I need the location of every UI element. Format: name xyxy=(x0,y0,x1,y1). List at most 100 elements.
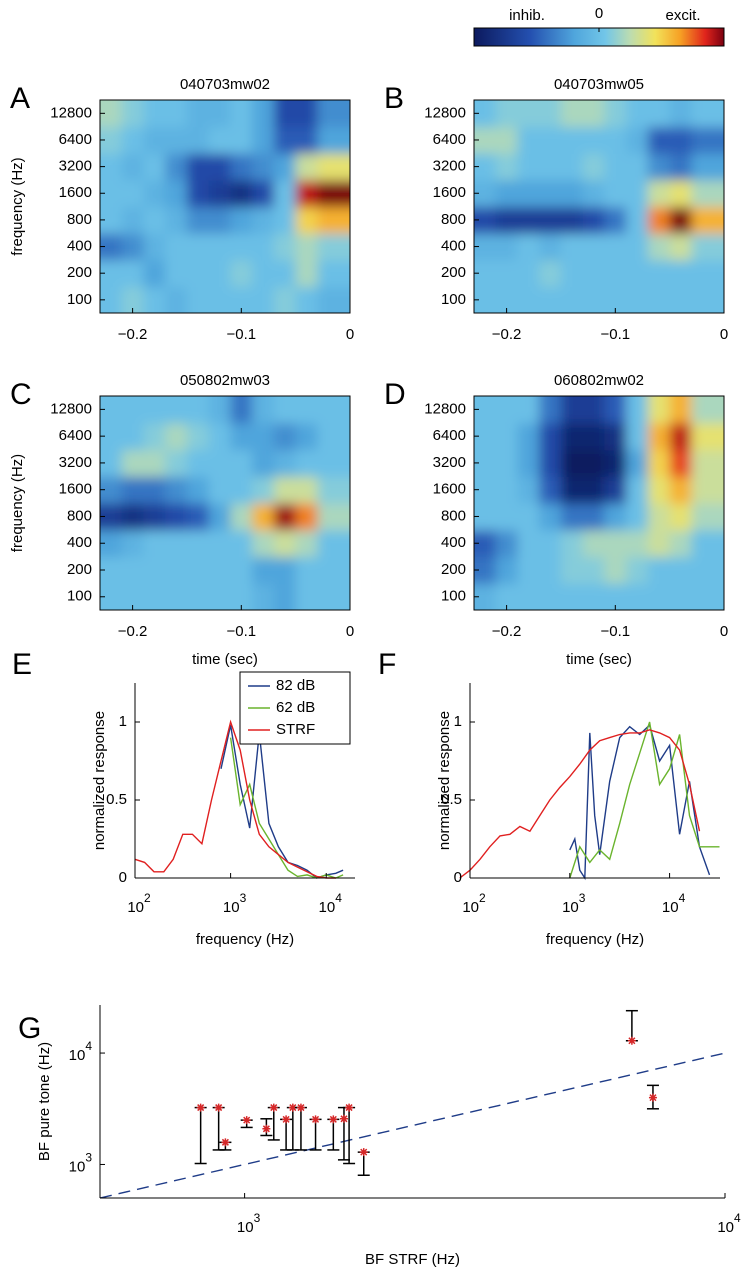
heatmap-cell xyxy=(604,259,627,288)
heatmap-cell xyxy=(100,206,123,234)
heatmap-cell xyxy=(495,556,519,584)
heatmap xyxy=(474,396,724,610)
heatmap-cell xyxy=(143,259,166,288)
heatmap-cell xyxy=(517,556,540,584)
heatmap-cell xyxy=(647,179,671,208)
heatmap-cell xyxy=(626,449,649,477)
heatmap-cell xyxy=(165,126,188,154)
heatmap-cell xyxy=(604,396,627,424)
heatmap-cell xyxy=(474,503,497,531)
heatmap-cell xyxy=(604,286,627,313)
heatmap-cell xyxy=(495,396,519,424)
heatmap-cell xyxy=(143,153,166,181)
data-point xyxy=(627,1036,636,1045)
colorbar-tick-label: 0 xyxy=(595,5,603,22)
heatmap-cell xyxy=(230,529,253,558)
heatmap-cell xyxy=(208,286,232,313)
heatmap-cell xyxy=(474,179,497,208)
heatmap-cell xyxy=(208,449,232,477)
heatmap-cell xyxy=(626,126,649,154)
heatmap-cell xyxy=(100,126,123,154)
heatmap-cell xyxy=(582,179,606,208)
heatmap-cell xyxy=(165,503,188,531)
heatmap-cell xyxy=(604,126,627,154)
y-tick-label: 3200 xyxy=(59,158,92,175)
heatmap-cell xyxy=(691,206,724,234)
x-tick-label: 102 xyxy=(462,891,486,916)
heatmap-cell xyxy=(317,153,350,181)
x-tick-label: −0.1 xyxy=(600,326,630,343)
heatmap-cell xyxy=(230,233,253,261)
data-point xyxy=(345,1103,354,1112)
heatmap-cell xyxy=(669,259,692,288)
heatmap-cell xyxy=(121,286,145,313)
heatmap-cell xyxy=(100,179,123,208)
data-point xyxy=(339,1114,348,1123)
heatmap-cell xyxy=(143,286,166,313)
heatmap-cell xyxy=(317,583,350,610)
heatmap-cell xyxy=(495,259,519,288)
heatmap-cell xyxy=(208,126,232,154)
heatmap-cell xyxy=(539,422,562,451)
heatmap-cell xyxy=(582,100,606,128)
heatmap-cell xyxy=(273,556,297,584)
heatmap-cell xyxy=(273,476,297,504)
heatmap-cell xyxy=(295,529,318,558)
x-axis-label: time (sec) xyxy=(192,651,258,668)
heatmap-cell xyxy=(121,529,145,558)
heatmap-cell xyxy=(669,476,692,504)
heatmap-cell xyxy=(186,583,210,610)
plot-frame xyxy=(473,395,725,611)
x-tick-label: 0 xyxy=(720,326,728,343)
heatmap-cell xyxy=(186,153,210,181)
y-tick-label: 400 xyxy=(67,534,92,551)
heatmap-cell xyxy=(539,153,562,181)
heatmap-cell xyxy=(626,476,649,504)
x-tick-label: −0.1 xyxy=(226,326,256,343)
series-line xyxy=(134,719,336,879)
data-point xyxy=(288,1103,297,1112)
heatmap-cell xyxy=(495,206,519,234)
heatmap-cell xyxy=(143,206,166,234)
y-tick-label: 12800 xyxy=(424,104,466,121)
heatmap-cell xyxy=(252,233,275,261)
heatmap-cell xyxy=(273,100,297,128)
data-point xyxy=(242,1116,251,1125)
heatmap-cell xyxy=(273,529,297,558)
heatmap-cell xyxy=(517,583,540,610)
heatmap-cell xyxy=(495,286,519,313)
heatmap-cell xyxy=(495,583,519,610)
heatmap-cell xyxy=(560,396,584,424)
y-tick-label: 0 xyxy=(119,869,127,886)
y-tick-label: 400 xyxy=(67,238,92,255)
heatmap-cell xyxy=(669,503,692,531)
panel-title: 060802mw02 xyxy=(554,372,644,389)
heatmap-cell xyxy=(143,449,166,477)
heatmap-cell xyxy=(604,476,627,504)
heatmap-cell xyxy=(208,396,232,424)
heatmap-cell xyxy=(121,503,145,531)
heatmap-cell xyxy=(252,206,275,234)
y-tick-label: 200 xyxy=(441,264,466,281)
heatmap-cell xyxy=(626,286,649,313)
heatmap-cell xyxy=(121,233,145,261)
series-line xyxy=(569,721,720,879)
heatmap-cell xyxy=(100,286,123,313)
heatmap-cell xyxy=(186,503,210,531)
heatmap-cell xyxy=(252,179,275,208)
y-tick-label: 1 xyxy=(119,713,127,730)
heatmap-cell xyxy=(100,503,123,531)
heatmap-cell xyxy=(474,286,497,313)
y-tick-label: 12800 xyxy=(50,104,92,121)
heatmap-cell xyxy=(295,503,318,531)
heatmap-cell xyxy=(626,179,649,208)
x-tick-label: 103 xyxy=(223,891,247,916)
heatmap-cell xyxy=(230,259,253,288)
identity-line xyxy=(99,1052,726,1199)
heatmap-cell xyxy=(691,503,724,531)
heatmap-cell xyxy=(669,396,692,424)
heatmap-cell xyxy=(165,286,188,313)
heatmap-cell xyxy=(669,153,692,181)
heatmap-cell xyxy=(317,503,350,531)
